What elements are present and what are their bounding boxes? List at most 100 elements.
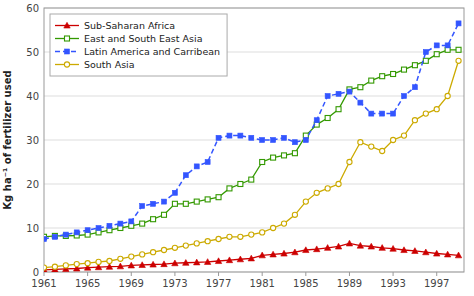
point — [183, 201, 188, 206]
x-tick — [44, 272, 45, 276]
series-group — [44, 21, 462, 272]
x-tick-label: 1965 — [75, 278, 100, 289]
point — [390, 137, 395, 142]
point — [271, 155, 276, 160]
point — [117, 263, 123, 269]
x-tick — [262, 272, 263, 276]
x-tick-label: 1961 — [31, 278, 56, 289]
series-line — [44, 50, 459, 237]
point — [303, 199, 308, 204]
x-tick-label: 1973 — [162, 278, 187, 289]
point — [369, 78, 374, 83]
point — [63, 263, 68, 268]
x-tick-label: 1977 — [206, 278, 231, 289]
point — [238, 182, 243, 187]
point — [194, 241, 199, 246]
y-tick-label: 20 — [26, 179, 39, 190]
point — [74, 230, 79, 235]
point — [402, 67, 407, 72]
series — [44, 21, 461, 242]
point — [140, 221, 145, 226]
point — [456, 21, 461, 26]
point — [249, 177, 254, 182]
point — [423, 58, 428, 63]
point — [140, 252, 145, 257]
plot-frame — [44, 8, 464, 272]
point — [303, 247, 309, 253]
point — [172, 190, 177, 195]
point — [369, 144, 374, 149]
x-tick — [87, 272, 88, 276]
point — [74, 261, 79, 266]
point — [347, 159, 352, 164]
point — [358, 85, 363, 90]
point — [183, 173, 188, 178]
point — [282, 153, 287, 158]
point — [402, 94, 407, 99]
point — [270, 251, 276, 257]
point — [118, 256, 123, 261]
point — [336, 107, 341, 112]
legend-label: South Asia — [84, 59, 135, 70]
point — [215, 258, 221, 264]
point — [172, 245, 177, 250]
point — [129, 219, 134, 224]
point — [369, 111, 374, 116]
point — [412, 85, 417, 90]
point — [358, 100, 363, 105]
point — [238, 234, 243, 239]
point — [282, 135, 287, 140]
point — [445, 43, 450, 48]
y-tick-label: 50 — [26, 47, 39, 58]
point — [292, 140, 297, 145]
point — [380, 148, 385, 153]
point — [194, 259, 200, 265]
x-tick — [305, 272, 306, 276]
point — [151, 201, 156, 206]
point — [391, 111, 396, 116]
point — [238, 133, 243, 138]
series-line — [44, 243, 459, 269]
point — [227, 133, 232, 138]
point — [183, 260, 189, 266]
point — [216, 195, 221, 200]
point — [325, 94, 330, 99]
point — [205, 197, 210, 202]
point — [423, 50, 428, 55]
legend-label: Sub-Saharan Africa — [84, 20, 175, 31]
x-tick — [218, 272, 219, 276]
point — [434, 43, 439, 48]
x-tick-label: 1993 — [380, 278, 405, 289]
point — [118, 221, 123, 226]
point — [390, 245, 396, 251]
point — [107, 258, 112, 263]
x-tick — [174, 272, 175, 276]
point — [96, 226, 101, 231]
point — [172, 260, 178, 266]
point — [151, 217, 156, 222]
point — [281, 221, 286, 226]
point — [380, 74, 385, 79]
point — [259, 252, 265, 258]
point — [172, 201, 177, 206]
point — [336, 181, 341, 186]
point — [183, 243, 188, 248]
point — [140, 204, 145, 209]
chart: 0102030405060196119651969197319771981198… — [0, 0, 474, 296]
point — [162, 212, 167, 217]
point — [44, 237, 47, 242]
point — [216, 236, 221, 241]
point — [346, 240, 352, 246]
point — [139, 262, 145, 268]
point — [260, 230, 265, 235]
point — [325, 186, 330, 191]
legend-marker — [64, 22, 70, 28]
grid — [44, 8, 464, 272]
point — [85, 261, 90, 266]
point — [150, 261, 156, 267]
point — [412, 63, 417, 68]
point — [216, 135, 221, 140]
point — [412, 248, 418, 254]
point — [412, 118, 417, 123]
point — [434, 107, 439, 112]
